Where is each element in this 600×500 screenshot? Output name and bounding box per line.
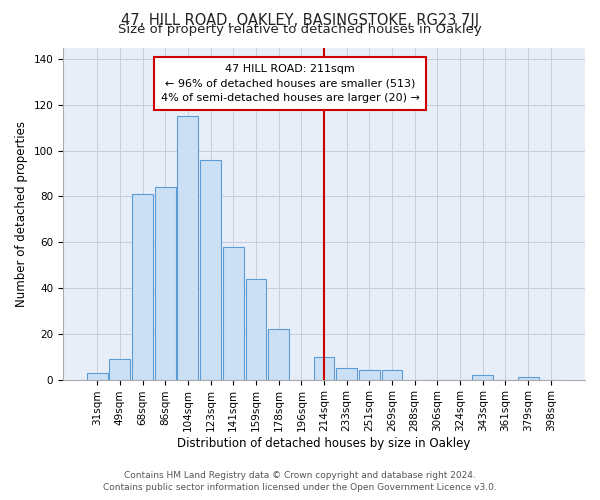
Bar <box>132 194 153 380</box>
Bar <box>472 375 493 380</box>
Text: Contains HM Land Registry data © Crown copyright and database right 2024.
Contai: Contains HM Land Registry data © Crown c… <box>103 471 497 492</box>
Bar <box>223 247 244 380</box>
Y-axis label: Number of detached properties: Number of detached properties <box>15 120 28 306</box>
Bar <box>245 279 266 380</box>
Bar <box>314 356 334 380</box>
Text: 47 HILL ROAD: 211sqm
← 96% of detached houses are smaller (513)
4% of semi-detac: 47 HILL ROAD: 211sqm ← 96% of detached h… <box>161 64 419 103</box>
Bar <box>87 372 107 380</box>
Text: Size of property relative to detached houses in Oakley: Size of property relative to detached ho… <box>118 22 482 36</box>
Bar <box>155 187 176 380</box>
Bar <box>109 359 130 380</box>
Bar <box>336 368 357 380</box>
Text: 47, HILL ROAD, OAKLEY, BASINGSTOKE, RG23 7JJ: 47, HILL ROAD, OAKLEY, BASINGSTOKE, RG23… <box>121 12 479 28</box>
X-axis label: Distribution of detached houses by size in Oakley: Distribution of detached houses by size … <box>178 437 471 450</box>
Bar <box>200 160 221 380</box>
Bar <box>382 370 403 380</box>
Bar <box>359 370 380 380</box>
Bar <box>178 116 199 380</box>
Bar <box>268 329 289 380</box>
Bar <box>518 378 539 380</box>
